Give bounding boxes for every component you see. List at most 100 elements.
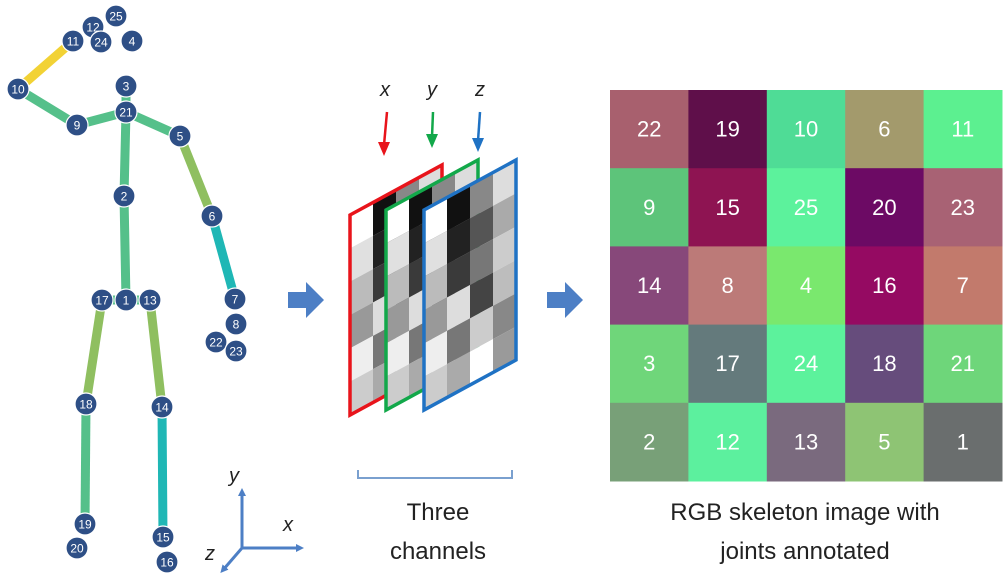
channel-y-label: y [425, 79, 438, 101]
joint-label: 17 [95, 294, 109, 308]
joint-label: 7 [232, 293, 239, 307]
joint-label: 19 [78, 518, 92, 532]
joint-label: 23 [229, 345, 243, 359]
rgb-cell-label: 9 [643, 195, 655, 220]
joint-label: 18 [79, 398, 93, 412]
joint-5: 5 [168, 124, 192, 148]
rgb-cell-label: 4 [800, 273, 812, 298]
flow-arrow-right-1 [288, 282, 324, 318]
joint-16: 16 [155, 550, 179, 574]
joint-15: 15 [151, 525, 175, 549]
rgb-cell-label: 14 [637, 273, 661, 298]
channel-z-label: z [474, 79, 485, 101]
rgb-cell-21: 21 [923, 324, 1003, 404]
x-axis-label: x [282, 514, 294, 536]
joint-19: 19 [73, 512, 97, 536]
joint-label: 10 [11, 83, 25, 97]
rgb-cell-25: 25 [766, 168, 846, 247]
rgb-cell-14: 14 [610, 246, 689, 326]
joint-label: 8 [233, 318, 240, 332]
rgb-cell-22: 22 [610, 90, 689, 169]
joint-label: 6 [209, 210, 216, 224]
joint-21: 21 [114, 100, 138, 124]
rgb-cell-label: 21 [951, 351, 975, 376]
rgb-cell-label: 10 [794, 117, 818, 142]
joint-24: 24 [89, 30, 113, 54]
rgb-cell-label: 20 [872, 195, 896, 220]
joint-7: 7 [223, 287, 247, 311]
rgb-cell-8: 8 [688, 246, 768, 326]
rgb-skeleton-image: 22 19 10 6 11 9 15 25 20 23 14 8 4 16 7 3 17 24 18 21 2 12 13 5… [610, 90, 1003, 482]
rgb-cell-17: 17 [688, 324, 768, 404]
z-axis-arrow [220, 547, 244, 574]
joint-13: 13 [138, 288, 162, 312]
rgb-cell-15: 15 [688, 168, 768, 247]
joint-17: 17 [90, 288, 114, 312]
joint-1: 1 [114, 288, 138, 312]
rgb-cell-label: 13 [794, 429, 818, 454]
joint-label: 25 [109, 10, 123, 24]
rgb-cell-label: 22 [637, 117, 661, 142]
rgb-cell-label: 8 [721, 273, 733, 298]
joint-14: 14 [150, 395, 174, 419]
channel-pointers: x y z [378, 79, 485, 156]
joint-6: 6 [200, 204, 224, 228]
channel-y-pointer [430, 111, 435, 138]
rgb-cell-5: 5 [845, 402, 925, 482]
joint-label: 24 [94, 36, 108, 50]
joint-label: 11 [67, 35, 80, 49]
joint-label: 5 [177, 130, 184, 144]
bone-13-14 [145, 295, 167, 412]
rgb-cell-label: 15 [715, 195, 739, 220]
channels-caption-line2: channels [390, 538, 486, 565]
rgb-cell-label: 12 [715, 429, 739, 454]
bone-18-19 [80, 399, 91, 529]
joint-label: 20 [70, 542, 84, 556]
rgb-cell-16: 16 [845, 246, 925, 326]
bone-6-7 [207, 211, 240, 304]
joint-label: 13 [143, 294, 157, 308]
rgb-cell-label: 23 [951, 195, 975, 220]
channel-x-pointer [382, 111, 389, 146]
z-axis-label: z [204, 543, 215, 565]
joint-20: 20 [65, 536, 89, 560]
rgb-cell-2: 2 [610, 402, 689, 482]
rgb-cell-10: 10 [766, 90, 846, 169]
rgb-cell-label: 11 [951, 117, 974, 142]
rgb-caption-line2: joints annotated [719, 538, 889, 565]
rgb-cell-label: 17 [715, 351, 739, 376]
joint-label: 15 [156, 531, 170, 545]
channels-caption-line1: Three [407, 499, 470, 526]
joint-23: 23 [224, 339, 248, 363]
bone-10-11 [13, 36, 78, 94]
rgb-cell-label: 1 [957, 429, 969, 454]
rgb-cell-4: 4 [766, 246, 846, 326]
joint-9: 9 [65, 113, 89, 137]
rgb-cell-label: 16 [872, 273, 896, 298]
rgb-cell-label: 5 [878, 429, 890, 454]
joint-label: 1 [123, 294, 130, 308]
rgb-cell-label: 25 [794, 195, 818, 220]
joint-3: 3 [114, 74, 138, 98]
rgb-cell-label: 2 [643, 429, 655, 454]
rgb-cell-3: 3 [610, 324, 689, 404]
rgb-cell-18: 18 [845, 324, 925, 404]
rgb-caption-line1: RGB skeleton image with [670, 499, 939, 526]
joint-label: 9 [74, 119, 81, 133]
channel-x-pointer-head [378, 142, 390, 156]
joint-10: 10 [6, 77, 30, 101]
rgb-cell-label: 7 [957, 273, 969, 298]
joint-8: 8 [224, 312, 248, 336]
rgb-cell-19: 19 [688, 90, 768, 169]
rgb-cell-label: 18 [872, 351, 896, 376]
axes-indicator: y x z [204, 465, 304, 574]
bone-14-15 [157, 402, 168, 542]
joint-22: 22 [204, 330, 228, 354]
rgb-cell-20: 20 [845, 168, 925, 247]
joint-label: 16 [160, 556, 174, 570]
bone-5-6 [175, 131, 217, 221]
rgb-cell-23: 23 [923, 168, 1003, 247]
joint-25: 25 [104, 4, 128, 28]
flow-arrow-right-2 [547, 282, 583, 318]
